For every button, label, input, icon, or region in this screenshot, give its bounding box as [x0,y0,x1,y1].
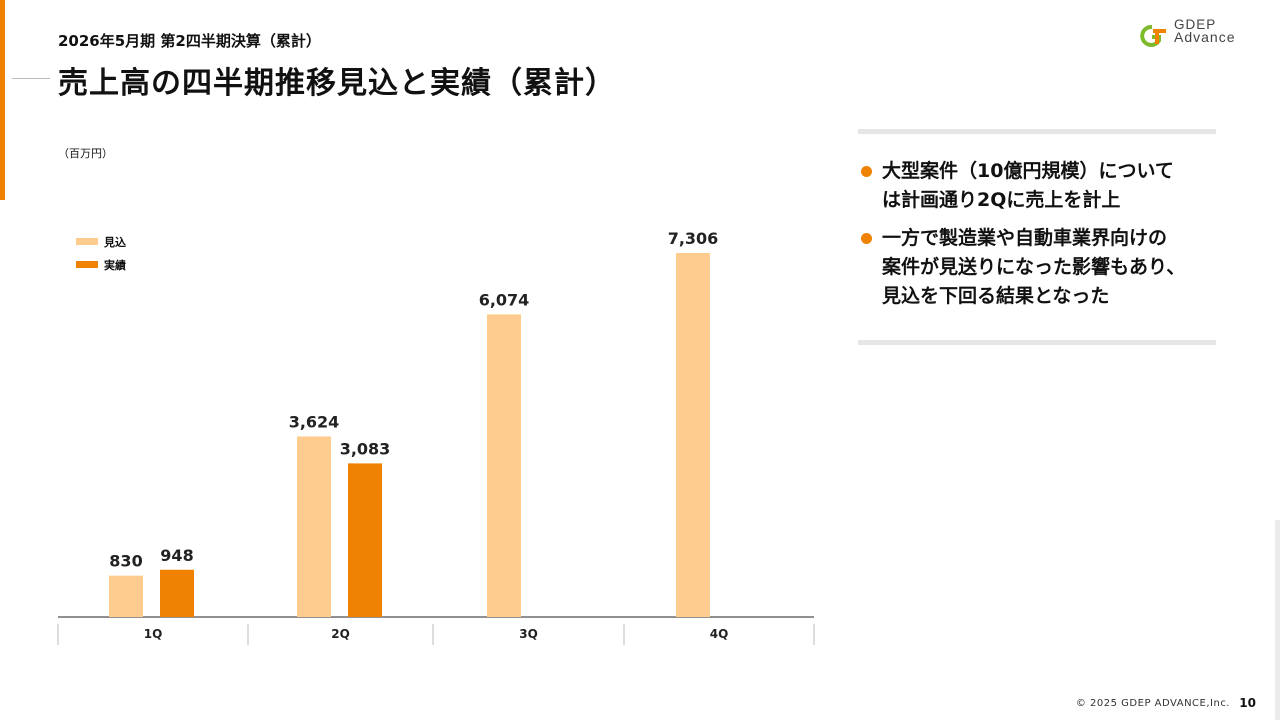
panel-bottom-rule [858,340,1216,345]
summary-bullet-1: 大型案件（10億円規模）について は計画通り2Qに売上を計上 [858,157,1216,215]
chart-unit-label: （百万円） [58,147,113,160]
data-label: 3,083 [340,439,391,458]
page-number: 10 [1239,696,1256,710]
x-tick-label: 3Q [519,627,538,641]
x-tick-label: 4Q [710,627,729,641]
legend-swatch-actual [76,261,98,268]
page-title: 売上高の四半期推移見込と実績（累計） [58,66,616,101]
legend-item-forecast: 見込 [76,230,126,253]
legend-label-forecast: 見込 [104,235,126,249]
legend-swatch-forecast [76,238,98,245]
chart-legend: 見込 実績 [76,230,126,276]
bar-見込 [297,436,331,617]
data-label: 7,306 [668,229,719,248]
company-logo: GDEP Advance [1136,18,1261,50]
legend-label-actual: 実績 [104,258,126,272]
bullet-dot-icon [861,166,872,177]
bar-見込 [487,314,521,617]
x-tick-label: 2Q [331,627,350,641]
bar-実績 [348,463,382,617]
bar-実績 [160,569,194,617]
copyright-text: © 2025 GDEP ADVANCE,Inc. [1075,698,1230,709]
panel-top-rule [858,129,1216,134]
summary-bullet-2-text: 一方で製造業や自動車業界向けの 案件が見送りになった影響もあり、 見込を下回る結… [882,227,1186,307]
summary-bullet-2: 一方で製造業や自動車業界向けの 案件が見送りになった影響もあり、 見込を下回る結… [858,224,1216,311]
page-subtitle: 2026年5月期 第2四半期決算（累計） [58,32,321,50]
data-label: 6,074 [479,290,530,309]
logo-mark-icon [1140,24,1166,47]
data-label: 948 [160,546,193,565]
x-tick-label: 1Q [144,627,163,641]
title-divider [12,78,50,79]
summary-bullet-1-text: 大型案件（10億円規模）について は計画通り2Qに売上を計上 [882,160,1174,211]
logo-text: GDEP Advance [1174,18,1235,44]
logo-line-2: Advance [1174,29,1236,45]
summary-bullet-list: 大型案件（10億円規模）について は計画通り2Qに売上を計上 一方で製造業や自動… [858,134,1216,340]
legend-item-actual: 実績 [76,253,126,276]
logo-line-1: GDEP [1174,17,1217,32]
bullet-dot-icon [861,233,872,244]
data-label: 830 [109,552,142,571]
right-accent-bar [1275,520,1280,720]
bar-見込 [109,575,143,617]
summary-panel: 大型案件（10億円規模）について は計画通り2Qに売上を計上 一方で製造業や自動… [858,129,1216,345]
left-accent-bar [0,0,5,200]
bar-見込 [676,253,710,617]
data-label: 3,624 [289,412,340,431]
